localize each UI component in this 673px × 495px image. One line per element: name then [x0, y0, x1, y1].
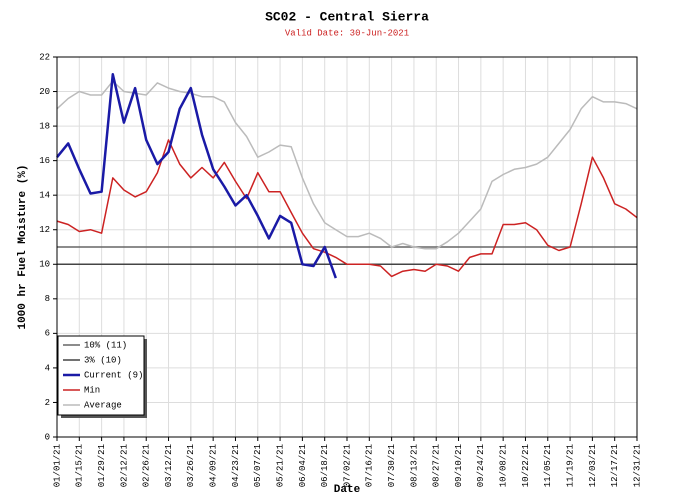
x-tick-label: 09/10/21: [454, 444, 464, 487]
y-tick-label: 14: [39, 191, 50, 201]
x-tick-label: 02/12/21: [119, 444, 129, 487]
y-tick-label: 6: [45, 329, 50, 339]
x-tick-label: 03/26/21: [186, 444, 196, 487]
x-tick-label: 04/09/21: [209, 444, 219, 487]
x-tick-label: 12/31/21: [632, 444, 642, 487]
x-tick-label: 07/16/21: [365, 444, 375, 487]
y-axis-label: 1000 hr Fuel Moisture (%): [17, 164, 29, 329]
legend-label: 3% (10): [84, 355, 122, 365]
y-tick-label: 4: [45, 363, 50, 373]
y-tick-label: 16: [39, 156, 50, 166]
x-tick-label: 03/12/21: [164, 444, 174, 487]
x-tick-label: 10/22/21: [521, 444, 531, 487]
x-tick-label: 01/15/21: [75, 444, 85, 487]
legend-label: Current (9): [84, 370, 143, 380]
x-tick-label: 07/02/21: [342, 444, 352, 487]
x-tick-label: 01/29/21: [97, 444, 107, 487]
x-tick-label: 12/03/21: [588, 444, 598, 487]
x-tick-label: 02/26/21: [142, 444, 152, 487]
data-line: [56, 139, 638, 278]
chart-title: SC02 - Central Sierra: [265, 9, 429, 24]
y-tick-label: 18: [39, 121, 50, 131]
x-tick-label: 07/30/21: [387, 444, 397, 487]
x-tick-label: 12/17/21: [610, 444, 620, 487]
x-tick-label: 06/04/21: [298, 444, 308, 487]
x-tick-label: 05/21/21: [275, 444, 285, 487]
y-tick-label: 22: [39, 52, 50, 62]
y-tick-label: 20: [39, 87, 50, 97]
y-tick-label: 10: [39, 260, 50, 270]
y-tick-label: 8: [45, 294, 50, 304]
x-tick-label: 06/18/21: [320, 444, 330, 487]
data-line: [56, 73, 337, 279]
y-tick-label: 12: [39, 225, 50, 235]
x-tick-label: 08/27/21: [432, 444, 442, 487]
chart-subtitle: Valid Date: 30-Jun-2021: [285, 28, 409, 38]
legend-label: 10% (11): [84, 340, 127, 350]
x-tick-label: 04/23/21: [231, 444, 241, 487]
x-tick-label: 08/13/21: [409, 444, 419, 487]
x-tick-label: 09/24/21: [476, 444, 486, 487]
y-tick-label: 0: [45, 432, 50, 442]
x-tick-label: 11/19/21: [565, 444, 575, 487]
x-tick-label: 10/08/21: [499, 444, 509, 487]
legend-label: Average: [84, 400, 122, 410]
legend-label: Min: [84, 385, 100, 395]
x-tick-label: 11/05/21: [543, 444, 553, 487]
y-tick-label: 2: [45, 398, 50, 408]
x-tick-label: 05/07/21: [253, 444, 263, 487]
plot-frame: [56, 56, 638, 438]
data-line: [56, 80, 638, 250]
x-tick-label: 01/01/21: [52, 444, 62, 487]
x-axis-label: Date: [334, 484, 361, 495]
